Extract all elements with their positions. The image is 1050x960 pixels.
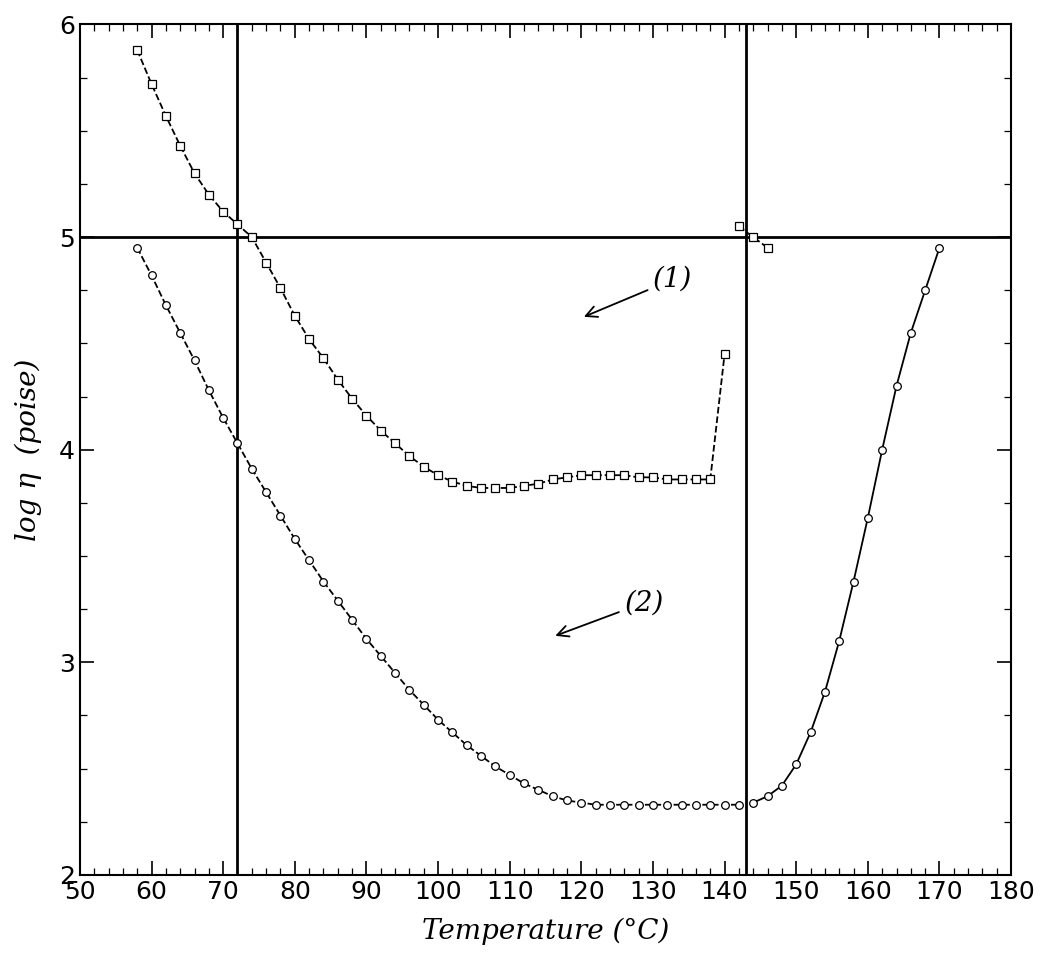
Text: (1): (1) xyxy=(586,266,692,317)
X-axis label: Temperature (°C): Temperature (°C) xyxy=(422,918,669,945)
Y-axis label: log η  (poise): log η (poise) xyxy=(15,358,42,540)
Text: (2): (2) xyxy=(558,589,664,636)
